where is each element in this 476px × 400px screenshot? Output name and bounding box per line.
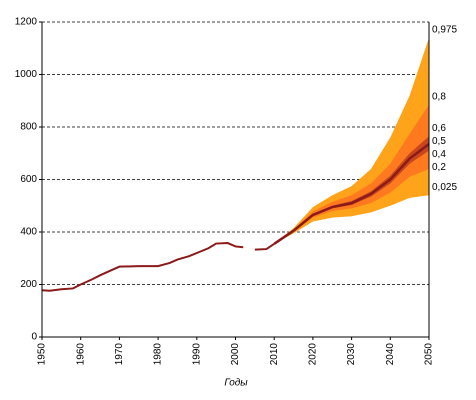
x-tick-label: 2010 xyxy=(269,343,280,366)
y-tick-label: 0 xyxy=(31,332,37,343)
history-line xyxy=(41,242,275,292)
x-axis-label: Годы xyxy=(224,378,248,389)
x-tick-label: 2030 xyxy=(346,343,357,366)
x-tick-label: 1970 xyxy=(114,343,125,366)
x-tick-label: 2020 xyxy=(308,343,319,366)
x-tick-label: 2040 xyxy=(385,343,396,366)
y-tick-label: 800 xyxy=(20,122,37,133)
y-tick-label: 400 xyxy=(20,227,37,238)
quantile-label: 0,6 xyxy=(432,123,446,134)
x-tick-label: 2000 xyxy=(230,343,241,366)
quantile-label: 0,5 xyxy=(432,136,446,147)
quantile-label: 0,975 xyxy=(432,24,457,35)
quantile-label: 0,8 xyxy=(432,91,446,102)
y-tick-label: 200 xyxy=(20,279,37,290)
x-tick-label: 1950 xyxy=(37,343,48,366)
fan-layer xyxy=(42,21,429,285)
quantile-label: 0,025 xyxy=(432,182,457,193)
front-layer: 0 200 400 600 800 1000 1200 1950 1960 1970 1980 199… xyxy=(15,17,458,366)
median-line xyxy=(273,143,430,245)
y-tick-label: 600 xyxy=(20,174,37,185)
x-tick-label: 2050 xyxy=(424,343,435,366)
x-tick-label: 1990 xyxy=(191,343,202,366)
x-tick-label: 1980 xyxy=(153,343,164,366)
quantile-label: 0,4 xyxy=(432,149,446,160)
x-tick-label: 1960 xyxy=(75,343,86,366)
y-tick-label: 1200 xyxy=(15,17,38,28)
quantile-label: 0,2 xyxy=(432,162,446,173)
y-tick-label: 1000 xyxy=(15,69,38,80)
